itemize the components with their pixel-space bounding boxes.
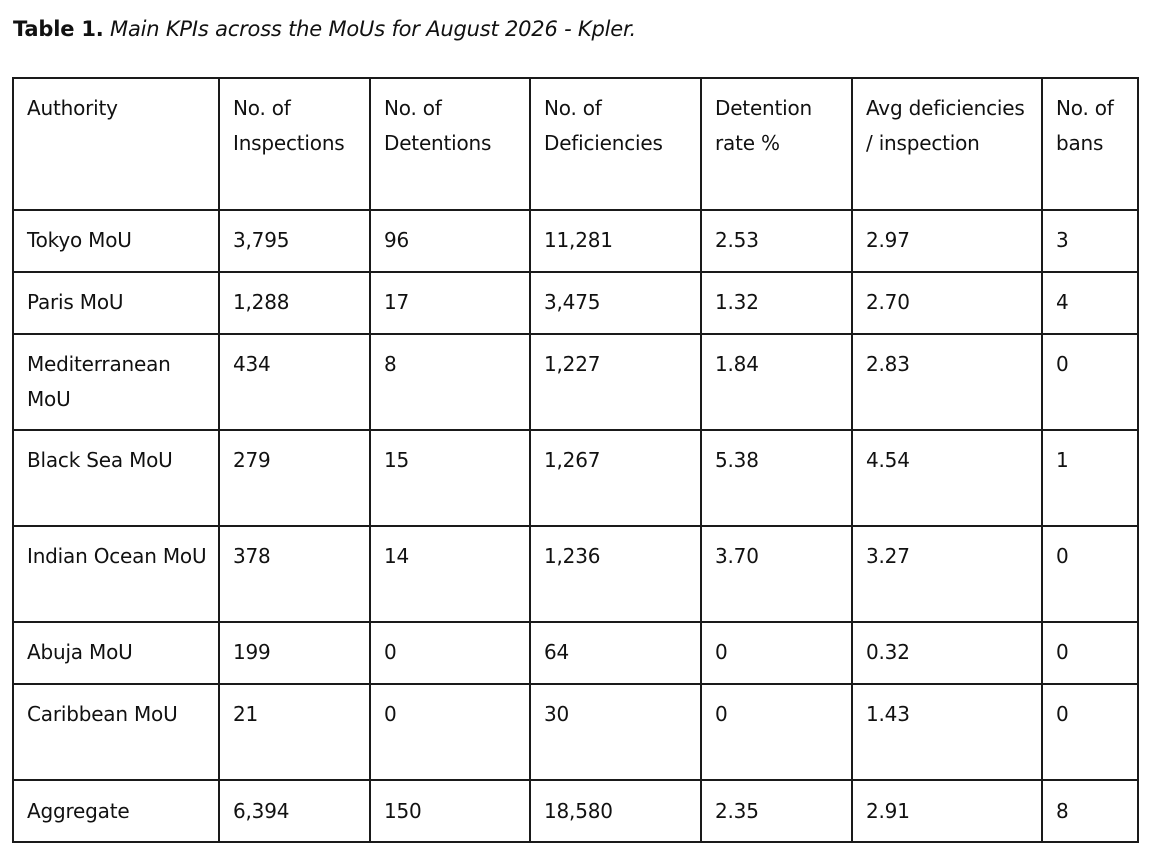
- table-cell: 1,227: [529, 333, 702, 431]
- table-cell: 3.27: [851, 525, 1043, 623]
- caption-text: Main KPIs across the MoUs for August 202…: [110, 17, 636, 41]
- table-cell: 0: [369, 683, 531, 781]
- table-row: Mediterranean MoU 434 8 1,227 1.84 2.83 …: [12, 333, 1139, 431]
- caption-label: Table 1.: [13, 17, 104, 41]
- table-cell: 1,236: [529, 525, 702, 623]
- table-cell: Black Sea MoU: [12, 429, 220, 527]
- table-cell: 5.38: [700, 429, 853, 527]
- header-cell-deficiencies: No. of Deficiencies: [529, 77, 702, 211]
- header-cell-authority: Authority: [12, 77, 220, 211]
- table-cell: 1.32: [700, 271, 853, 335]
- table-row: Indian Ocean MoU 378 14 1,236 3.70 3.27 …: [12, 525, 1139, 623]
- table-cell: 8: [369, 333, 531, 431]
- table-cell: 378: [218, 525, 371, 623]
- table-cell: 3,475: [529, 271, 702, 335]
- table-cell: 150: [369, 779, 531, 843]
- table-cell: 0: [369, 621, 531, 685]
- header-cell-avg-deficiencies: Avg deficiencies / inspection: [851, 77, 1043, 211]
- table-cell: 2.35: [700, 779, 853, 843]
- table-cell: Aggregate: [12, 779, 220, 843]
- table-cell: 3: [1041, 209, 1139, 273]
- table-cell: 0: [1041, 333, 1139, 431]
- table-cell: 199: [218, 621, 371, 685]
- table-cell: 8: [1041, 779, 1139, 843]
- table-cell: 0: [700, 683, 853, 781]
- table-cell: 0: [1041, 683, 1139, 781]
- table-row: Paris MoU 1,288 17 3,475 1.32 2.70 4: [12, 271, 1139, 335]
- table-cell: 17: [369, 271, 531, 335]
- table-cell: 2.97: [851, 209, 1043, 273]
- table-cell: 21: [218, 683, 371, 781]
- table-cell: 18,580: [529, 779, 702, 843]
- table-cell: Paris MoU: [12, 271, 220, 335]
- table-row: Black Sea MoU 279 15 1,267 5.38 4.54 1: [12, 429, 1139, 527]
- table-cell: 0.32: [851, 621, 1043, 685]
- header-cell-detention-rate: Detention rate %: [700, 77, 853, 211]
- table-cell: 96: [369, 209, 531, 273]
- table-cell: 1: [1041, 429, 1139, 527]
- header-cell-detentions: No. of Detentions: [369, 77, 531, 211]
- table-cell: 2.70: [851, 271, 1043, 335]
- header-cell-bans: No. of bans: [1041, 77, 1139, 211]
- table-cell: 279: [218, 429, 371, 527]
- table-cell: 1.43: [851, 683, 1043, 781]
- table-row: Tokyo MoU 3,795 96 11,281 2.53 2.97 3: [12, 209, 1139, 273]
- table-cell: 14: [369, 525, 531, 623]
- table-cell: Indian Ocean MoU: [12, 525, 220, 623]
- table-cell: 2.53: [700, 209, 853, 273]
- table-cell: 0: [700, 621, 853, 685]
- table-caption: Table 1. Main KPIs across the MoUs for A…: [13, 15, 636, 43]
- table-cell: 3,795: [218, 209, 371, 273]
- header-cell-inspections: No. of Inspections: [218, 77, 371, 211]
- table-cell: Mediterranean MoU: [12, 333, 220, 431]
- table-cell: 3.70: [700, 525, 853, 623]
- table-cell: 64: [529, 621, 702, 685]
- table-row: Abuja MoU 199 0 64 0 0.32 0: [12, 621, 1139, 685]
- table-cell: 1,288: [218, 271, 371, 335]
- table-cell: 15: [369, 429, 531, 527]
- table-row: Caribbean MoU 21 0 30 0 1.43 0: [12, 683, 1139, 781]
- table-cell: Tokyo MoU: [12, 209, 220, 273]
- table-row-aggregate: Aggregate 6,394 150 18,580 2.35 2.91 8: [12, 779, 1139, 843]
- table-cell: 2.91: [851, 779, 1043, 843]
- table-cell: Caribbean MoU: [12, 683, 220, 781]
- table-cell: 434: [218, 333, 371, 431]
- table-cell: 2.83: [851, 333, 1043, 431]
- kpi-table: Authority No. of Inspections No. of Dete…: [12, 77, 1139, 843]
- table-cell: 4.54: [851, 429, 1043, 527]
- table-cell: 1.84: [700, 333, 853, 431]
- table-cell: 6,394: [218, 779, 371, 843]
- table-cell: 30: [529, 683, 702, 781]
- table-cell: 1,267: [529, 429, 702, 527]
- table-cell: Abuja MoU: [12, 621, 220, 685]
- table-cell: 4: [1041, 271, 1139, 335]
- table-cell: 0: [1041, 525, 1139, 623]
- table-cell: 11,281: [529, 209, 702, 273]
- table-header-row: Authority No. of Inspections No. of Dete…: [12, 77, 1139, 211]
- table-cell: 0: [1041, 621, 1139, 685]
